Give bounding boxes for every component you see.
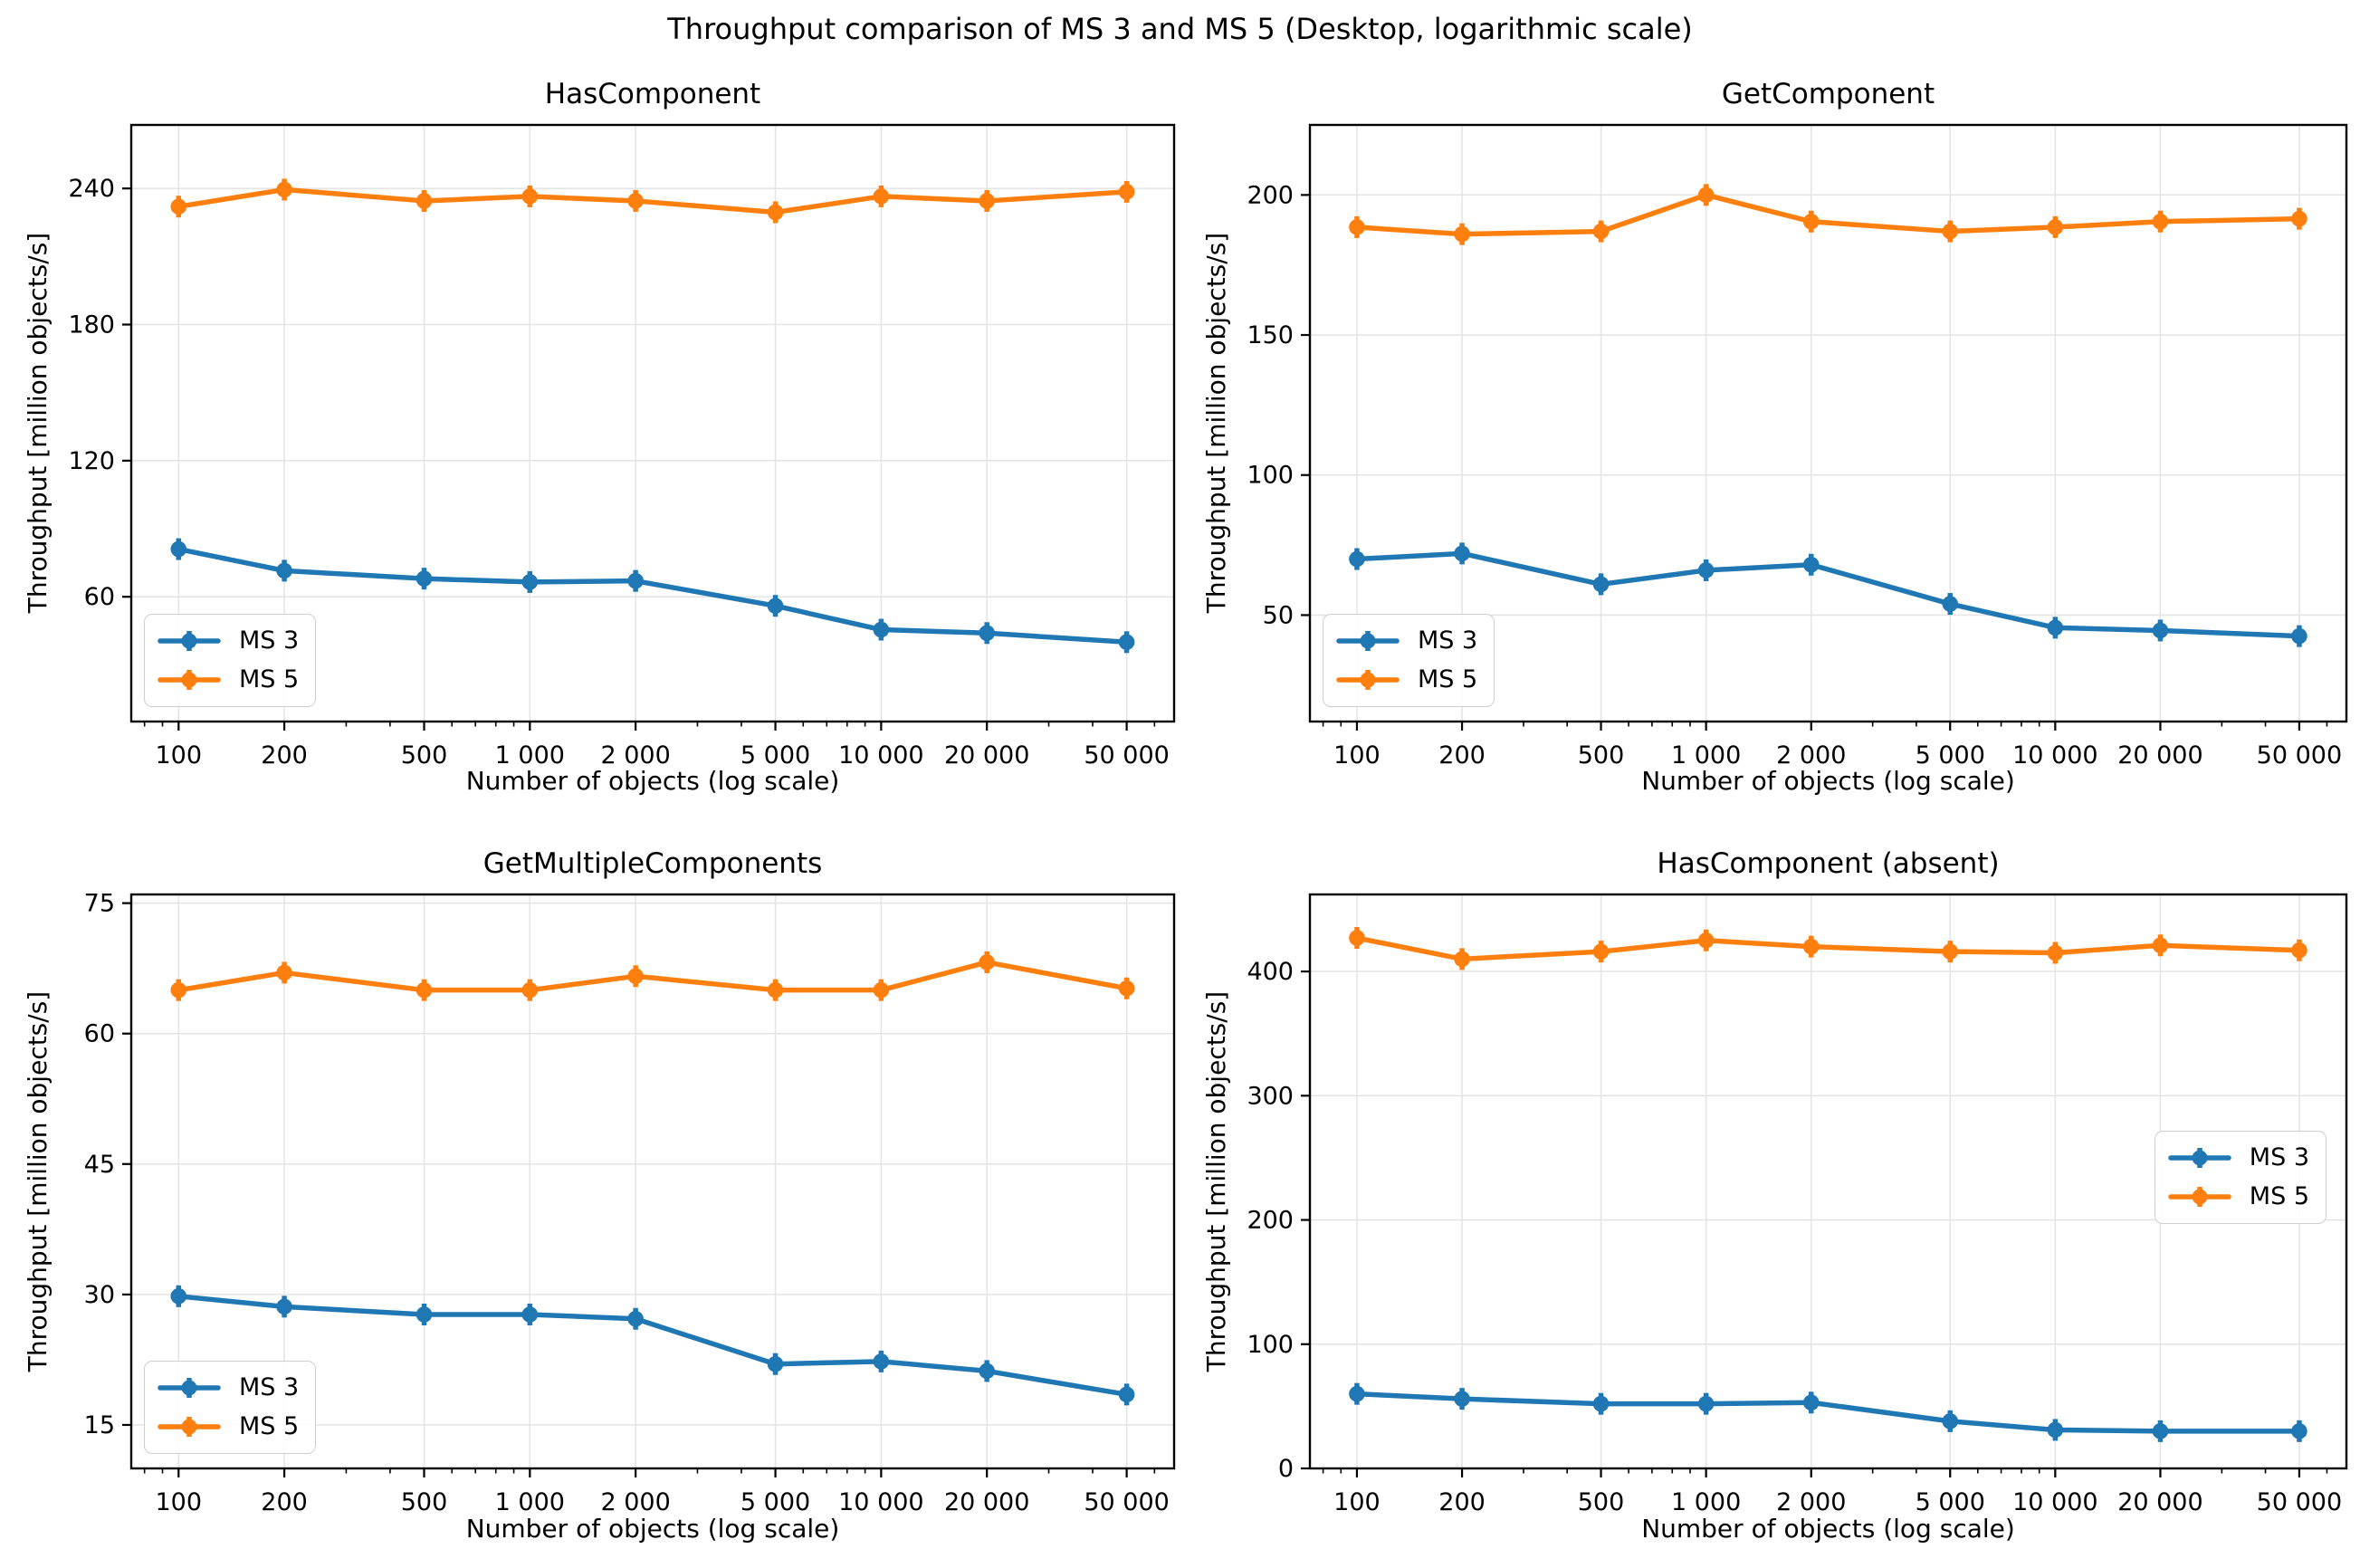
legend-label-ms5: MS 5 bbox=[1418, 665, 1478, 693]
svg-text:10 000: 10 000 bbox=[838, 1488, 923, 1516]
svg-text:5 000: 5 000 bbox=[740, 741, 810, 770]
svg-text:2 000: 2 000 bbox=[600, 741, 670, 770]
svg-text:100: 100 bbox=[155, 741, 202, 770]
legend-label-ms3: MS 3 bbox=[2249, 1143, 2309, 1171]
legend-label-ms3: MS 3 bbox=[1418, 626, 1478, 655]
svg-text:75: 75 bbox=[84, 890, 115, 918]
legend-item-ms3: MS 3 bbox=[2168, 1141, 2309, 1175]
svg-text:45: 45 bbox=[84, 1151, 115, 1179]
svg-text:200: 200 bbox=[1247, 181, 1294, 209]
svg-text:20 000: 20 000 bbox=[944, 741, 1029, 770]
x-axis-label: Number of objects (log scale) bbox=[1641, 1514, 2015, 1544]
svg-text:1 000: 1 000 bbox=[495, 1488, 565, 1516]
legend-ms3-marker-icon bbox=[158, 631, 221, 651]
svg-text:60: 60 bbox=[84, 1020, 115, 1048]
x-axis-label: Number of objects (log scale) bbox=[1641, 766, 2015, 796]
legend-ms5-marker-icon bbox=[158, 670, 221, 690]
legend-label-ms5: MS 5 bbox=[239, 665, 300, 693]
legend-ms5-marker-icon bbox=[1336, 670, 1400, 690]
svg-text:30: 30 bbox=[84, 1281, 115, 1309]
svg-text:500: 500 bbox=[1578, 741, 1625, 770]
svg-text:1 000: 1 000 bbox=[495, 741, 565, 770]
svg-text:20 000: 20 000 bbox=[2117, 1488, 2202, 1516]
legend-hascomponent: MS 3 MS 5 bbox=[144, 614, 317, 707]
svg-text:100: 100 bbox=[155, 1488, 202, 1516]
svg-text:5 000: 5 000 bbox=[1916, 1488, 1985, 1516]
svg-text:50: 50 bbox=[1263, 601, 1294, 629]
subplot-title-hascomponent: HasComponent bbox=[544, 78, 761, 110]
svg-text:2 000: 2 000 bbox=[600, 1488, 670, 1516]
legend-ms5-marker-icon bbox=[2168, 1187, 2231, 1207]
svg-text:10 000: 10 000 bbox=[2012, 1488, 2097, 1516]
svg-text:200: 200 bbox=[261, 741, 308, 770]
svg-text:500: 500 bbox=[401, 741, 448, 770]
svg-text:1 000: 1 000 bbox=[1671, 1488, 1741, 1516]
svg-text:200: 200 bbox=[1438, 741, 1486, 770]
svg-text:200: 200 bbox=[1247, 1207, 1294, 1235]
svg-text:50 000: 50 000 bbox=[1084, 741, 1169, 770]
legend-item-ms5: MS 5 bbox=[2168, 1180, 2309, 1214]
legend-label-ms5: MS 5 bbox=[239, 1412, 300, 1440]
svg-text:5 000: 5 000 bbox=[1916, 741, 1985, 770]
svg-text:50 000: 50 000 bbox=[1084, 1488, 1169, 1516]
svg-text:10 000: 10 000 bbox=[2012, 741, 2097, 770]
subplot-title-getmultiplecomponents: GetMultipleComponents bbox=[483, 847, 823, 880]
svg-text:50 000: 50 000 bbox=[2257, 741, 2342, 770]
svg-text:150: 150 bbox=[1247, 321, 1294, 349]
svg-text:1 000: 1 000 bbox=[1671, 741, 1741, 770]
figure-title: Throughput comparison of MS 3 and MS 5 (… bbox=[667, 12, 1693, 46]
svg-text:10 000: 10 000 bbox=[838, 741, 923, 770]
legend-ms3-marker-icon bbox=[158, 1378, 221, 1398]
legend-label-ms3: MS 3 bbox=[239, 626, 300, 655]
legend-getcomponent: MS 3 MS 5 bbox=[1323, 614, 1495, 707]
legend-label-ms5: MS 5 bbox=[2249, 1182, 2309, 1210]
svg-text:200: 200 bbox=[1438, 1488, 1486, 1516]
svg-text:100: 100 bbox=[1247, 462, 1294, 490]
plot-area-hascomponent: 100 200 500 1 000 2 000 5 000 10 000 20 000 50 0… bbox=[68, 123, 1176, 770]
svg-text:200: 200 bbox=[261, 1488, 308, 1516]
x-axis-label: Number of objects (log scale) bbox=[465, 1514, 840, 1544]
svg-text:400: 400 bbox=[1247, 958, 1294, 986]
legend-item-ms5: MS 5 bbox=[1336, 663, 1477, 697]
svg-text:300: 300 bbox=[1247, 1082, 1294, 1110]
legend-ms3-marker-icon bbox=[2168, 1148, 2231, 1168]
subplot-title-hascomponent-absent: HasComponent (absent) bbox=[1657, 847, 2000, 880]
legend-ms3-marker-icon bbox=[1336, 631, 1400, 651]
svg-text:180: 180 bbox=[68, 311, 115, 339]
svg-text:0: 0 bbox=[1278, 1455, 1294, 1483]
x-axis-label: Number of objects (log scale) bbox=[465, 766, 840, 796]
plot-area-getcomponent: 100 200 500 1 000 2 000 5 000 10 000 20 000 50 0… bbox=[1247, 123, 2348, 770]
svg-text:120: 120 bbox=[68, 447, 115, 475]
svg-text:240: 240 bbox=[68, 175, 115, 203]
plot-area-hascomponent-absent: 100 200 500 1 000 2 000 5 000 10 000 20 000 50 0… bbox=[1247, 893, 2348, 1516]
legend-label-ms3: MS 3 bbox=[239, 1373, 300, 1401]
subplot-title-getcomponent: GetComponent bbox=[1721, 78, 1935, 110]
svg-text:500: 500 bbox=[401, 1488, 448, 1516]
svg-text:500: 500 bbox=[1578, 1488, 1625, 1516]
legend-ms5-marker-icon bbox=[158, 1417, 221, 1437]
svg-text:2 000: 2 000 bbox=[1776, 741, 1846, 770]
legend-item-ms5: MS 5 bbox=[158, 1410, 299, 1444]
legend-item-ms3: MS 3 bbox=[158, 624, 299, 658]
svg-text:50 000: 50 000 bbox=[2257, 1488, 2342, 1516]
legend-item-ms3: MS 3 bbox=[1336, 624, 1477, 658]
svg-text:20 000: 20 000 bbox=[944, 1488, 1029, 1516]
svg-text:100: 100 bbox=[1247, 1331, 1294, 1359]
legend-hascomponent-absent: MS 3 MS 5 bbox=[2154, 1131, 2327, 1224]
svg-text:100: 100 bbox=[1333, 1488, 1381, 1516]
legend-getmultiplecomponents: MS 3 MS 5 bbox=[144, 1361, 317, 1454]
plot-area-getmultiplecomponents: 100 200 500 1 000 2 000 5 000 10 000 20 000 50 0… bbox=[84, 890, 1176, 1516]
legend-item-ms3: MS 3 bbox=[158, 1371, 299, 1405]
legend-item-ms5: MS 5 bbox=[158, 663, 299, 697]
svg-text:5 000: 5 000 bbox=[740, 1488, 810, 1516]
svg-text:100: 100 bbox=[1333, 741, 1381, 770]
svg-text:20 000: 20 000 bbox=[2117, 741, 2202, 770]
svg-text:60: 60 bbox=[84, 583, 115, 611]
svg-text:2 000: 2 000 bbox=[1776, 1488, 1846, 1516]
svg-text:15: 15 bbox=[84, 1411, 115, 1439]
